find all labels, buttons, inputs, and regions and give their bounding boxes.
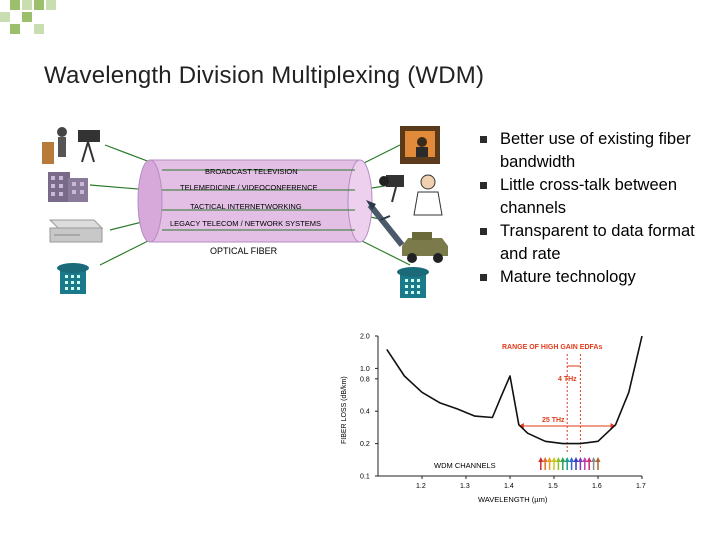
x-tick-label: 1.5 [548, 483, 558, 490]
y-tick-label: 0.2 [360, 441, 370, 448]
edfa-bandwidth-label: 4 THz [558, 376, 577, 383]
square-bullet-icon [480, 228, 487, 235]
wdm-channel-arrow [569, 457, 575, 462]
television-icon [400, 126, 440, 164]
telephone-icon [397, 267, 429, 298]
wdm-channel-arrow [586, 457, 592, 462]
doctor-camera-icon [379, 174, 443, 216]
wdm-channel-arrow [551, 457, 557, 462]
server-icon [48, 219, 104, 243]
channel-label: BROADCAST TELEVISION [205, 167, 298, 176]
fiber-caption: OPTICAL FIBER [210, 246, 278, 256]
y-axis-label: FIBER LOSS (dB/km) [341, 376, 348, 444]
wdm-channel-arrow [538, 457, 544, 462]
edfa-range-label: RANGE OF HIGH GAIN EDFAs [502, 344, 602, 351]
x-tick-label: 1.7 [636, 483, 646, 490]
wdm-channel-arrow [591, 457, 597, 462]
wdm-channel-arrow [573, 457, 579, 462]
y-tick-label: 0.8 [360, 376, 370, 383]
x-tick-label: 1.3 [460, 483, 470, 490]
wdm-channel-arrow [582, 457, 588, 462]
missile-icon [366, 200, 405, 247]
bullet-item: Better use of existing fiber bandwidth [478, 128, 713, 174]
wdm-channel-arrow [595, 457, 601, 462]
channel-label: TACTICAL INTERNETWORKING [190, 202, 302, 211]
square-bullet-icon [480, 136, 487, 143]
bullet-item: Mature technology [478, 266, 713, 289]
wdm-channel-arrow [542, 457, 548, 462]
telephone-icon [57, 263, 89, 294]
fiber-loss-chart: 1.2 1.3 1.4 1.5 1.6 1.7 2.0 1.0 0.8 0.4 0.2 0.1 FIB… [341, 334, 646, 505]
square-bullet-icon [480, 274, 487, 281]
x-axis-label: WAVELENGTH (µm) [478, 495, 548, 504]
bullet-item: Little cross-talk between channels [478, 174, 713, 220]
chart-annotations [518, 354, 616, 453]
wdm-channel-markers [538, 457, 601, 470]
presenter-camera-icon [42, 127, 100, 164]
wdm-channels-label: WDM CHANNELS [434, 461, 496, 470]
chart-ticks: 1.2 1.3 1.4 1.5 1.6 1.7 2.0 1.0 0.8 0.4 0.2 0.1 [360, 334, 646, 491]
y-tick-label: 0.1 [360, 474, 370, 481]
total-bandwidth-label: 25 THz [542, 417, 565, 424]
channel-label: TELEMEDICINE / VIDEOCONFERENCE [180, 183, 318, 192]
bullet-item: Transparent to data format and rate [478, 220, 713, 266]
square-bullet-icon [480, 182, 487, 189]
x-tick-label: 1.4 [504, 483, 514, 490]
loss-curve [386, 335, 643, 445]
y-tick-label: 2.0 [360, 334, 370, 341]
building-icon [48, 172, 88, 202]
y-tick-label: 1.0 [360, 366, 370, 373]
humvee-icon [402, 232, 448, 263]
x-tick-label: 1.6 [592, 483, 602, 490]
bullet-list: Better use of existing fiber bandwidth L… [478, 128, 713, 289]
corner-decoration [0, 0, 60, 40]
wdm-channel-arrow [564, 457, 570, 462]
chart-axes [377, 336, 642, 477]
x-tick-label: 1.2 [416, 483, 426, 490]
wdm-channel-arrow [560, 457, 566, 462]
wdm-channel-arrow [547, 457, 553, 462]
wdm-channel-arrow [577, 457, 583, 462]
optical-fiber [137, 159, 373, 243]
y-tick-label: 0.4 [360, 409, 370, 416]
fiber-diagram: BROADCAST TELEVISION TELEMEDICINE / VIDE… [42, 126, 448, 298]
channel-label: LEGACY TELECOM / NETWORK SYSTEMS [170, 219, 321, 228]
loss-curve-line [386, 335, 643, 445]
slide-title: Wavelength Division Multiplexing (WDM) [44, 62, 485, 89]
wdm-channel-arrow [555, 457, 561, 462]
